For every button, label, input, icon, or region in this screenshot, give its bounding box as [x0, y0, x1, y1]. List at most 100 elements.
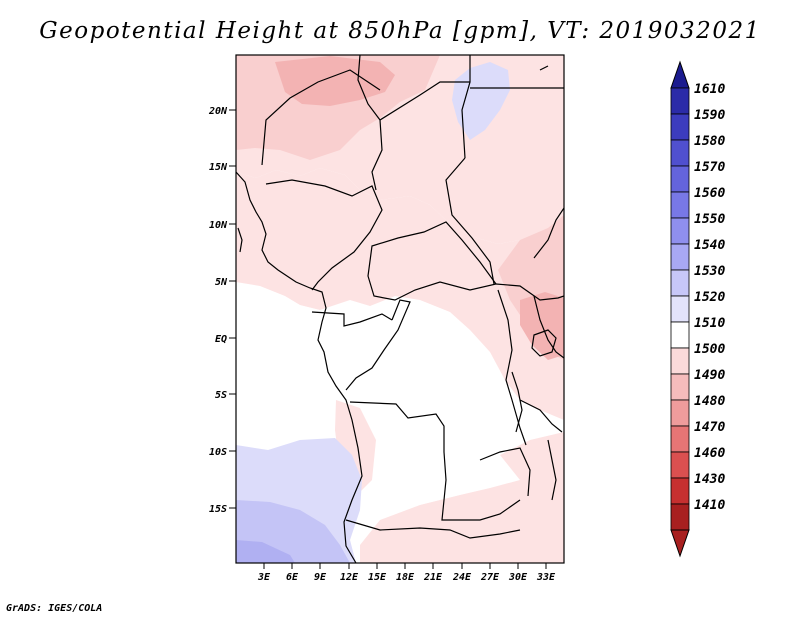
border-niger-chad	[379, 81, 470, 121]
footer-credit: GrADS: IGES/COLA	[6, 603, 103, 614]
border-angola-north	[349, 401, 447, 481]
border-mali-niger	[261, 69, 381, 166]
colorbar-box	[670, 399, 690, 427]
lat-tick: 10N	[209, 220, 236, 231]
lat-label-20n: 20N	[208, 106, 228, 117]
colorbar-label: 1610	[694, 82, 725, 97]
coastline-west-africa	[236, 171, 363, 563]
lon-label-24e: 24E	[452, 572, 472, 583]
lon-label-30e: 30E	[508, 572, 528, 583]
colorbar-label: 1570	[694, 160, 725, 175]
colorbar-label: 1590	[694, 108, 725, 123]
lon-tick: 18E	[396, 563, 415, 583]
lon-label-12e: 12E	[340, 572, 359, 583]
border-namibia	[345, 519, 521, 539]
map-title: Geopotential Height at 850hPa [gpm], VT:…	[39, 18, 761, 44]
lat-label-10n: 10N	[209, 220, 228, 231]
lon-label-27e: 27E	[480, 572, 500, 583]
lon-label-3e: 3E	[257, 572, 271, 583]
lat-tick: EQ	[215, 334, 236, 345]
colorbar-box	[670, 503, 690, 531]
lat-tick: 10S	[209, 447, 236, 458]
colorbar-label: 1520	[694, 290, 725, 305]
colorbar-label: 1430	[694, 472, 725, 487]
border-car	[367, 221, 498, 301]
border-libya-egypt	[461, 55, 471, 159]
border-east-africa	[533, 295, 564, 359]
border-ethiopia	[533, 207, 564, 259]
lon-tick: 33E	[536, 563, 556, 583]
border-south-sudan	[495, 283, 564, 301]
colorbar-label: 1550	[694, 212, 725, 227]
lon-label-18e: 18E	[396, 572, 415, 583]
lat-label-5s: 5S	[215, 390, 227, 401]
colorbar-label: 1460	[694, 446, 725, 461]
lat-label-15n: 15N	[209, 162, 228, 173]
colorbar-box	[670, 165, 690, 193]
lake-tanganyika	[511, 371, 523, 433]
lon-axis: 3E 6E 9E 12E 15E 18E 21E 24E 27E 30E 33E	[257, 563, 556, 583]
red-sea-coast	[539, 65, 549, 71]
colorbar: 1610 1590 1580 1570 1560 1550 1540 1530 …	[670, 60, 725, 558]
lon-tick: 9E	[314, 563, 327, 583]
colorbar-box	[670, 295, 690, 323]
lake-malawi	[547, 439, 557, 501]
colorbar-label: 1480	[694, 394, 725, 409]
colorbar-box	[670, 139, 690, 167]
lake-victoria	[531, 329, 557, 357]
colorbar-box	[670, 269, 690, 297]
lon-tick: 24E	[452, 563, 472, 583]
contour-pink-south	[360, 462, 564, 563]
contour-rose-nw	[275, 56, 395, 106]
colorbar-box	[670, 217, 690, 245]
colorbar-label: 1530	[694, 264, 725, 279]
colorbar-label: 1470	[694, 420, 725, 435]
colorbar-box	[670, 425, 690, 453]
contour-blue-atlantic	[236, 540, 295, 563]
lat-tick: 5S	[215, 390, 236, 401]
colorbar-label: 1410	[694, 498, 725, 513]
colorbar-label: 1540	[694, 238, 725, 253]
border-cameroon-gabon	[311, 311, 393, 327]
border-angola-zambia	[441, 479, 521, 521]
lon-tick: 15E	[368, 563, 387, 583]
lon-label-15e: 15E	[368, 572, 387, 583]
colorbar-box	[670, 347, 690, 375]
map-frame	[235, 54, 565, 564]
colorbar-label: 1510	[694, 316, 725, 331]
lat-label-15s: 15S	[209, 504, 227, 515]
lat-label-eq: EQ	[215, 334, 227, 345]
colorbar-box	[670, 113, 690, 141]
border-congo-drc	[345, 299, 411, 391]
border-zambia-drc	[479, 447, 531, 497]
lon-tick: 27E	[480, 563, 500, 583]
colorbar-boxes	[670, 87, 690, 531]
boundaries	[236, 55, 564, 563]
lake-volta	[237, 227, 243, 253]
border-chad-sudan	[445, 157, 495, 285]
lat-tick: 20N	[208, 106, 236, 117]
contour-pink-south-2	[500, 432, 564, 480]
colorbar-label: 1500	[694, 342, 725, 357]
lat-axis: 20N 15N 10N 5N EQ 5S 10S 15S	[208, 106, 236, 515]
lon-tick: 3E	[257, 563, 271, 583]
colorbar-box	[670, 243, 690, 271]
lat-label-10s: 10S	[209, 447, 227, 458]
lat-tick: 5N	[215, 277, 236, 288]
lat-tick: 15S	[209, 504, 236, 515]
lat-label-5n: 5N	[215, 277, 228, 288]
colorbar-box	[670, 477, 690, 505]
lon-label-21e: 21E	[423, 572, 443, 583]
colorbar-label: 1560	[694, 186, 725, 201]
colorbar-box	[670, 451, 690, 479]
colorbar-label: 1490	[694, 368, 725, 383]
lon-label-9e: 9E	[314, 572, 327, 583]
lat-tick: 15N	[209, 162, 236, 173]
lon-tick: 21E	[423, 563, 443, 583]
contour-north-pink-2	[236, 168, 564, 420]
colorbar-box	[670, 191, 690, 219]
colorbar-box	[670, 321, 690, 349]
colorbar-bottom-arrow	[670, 529, 690, 558]
lon-label-33e: 33E	[536, 572, 556, 583]
